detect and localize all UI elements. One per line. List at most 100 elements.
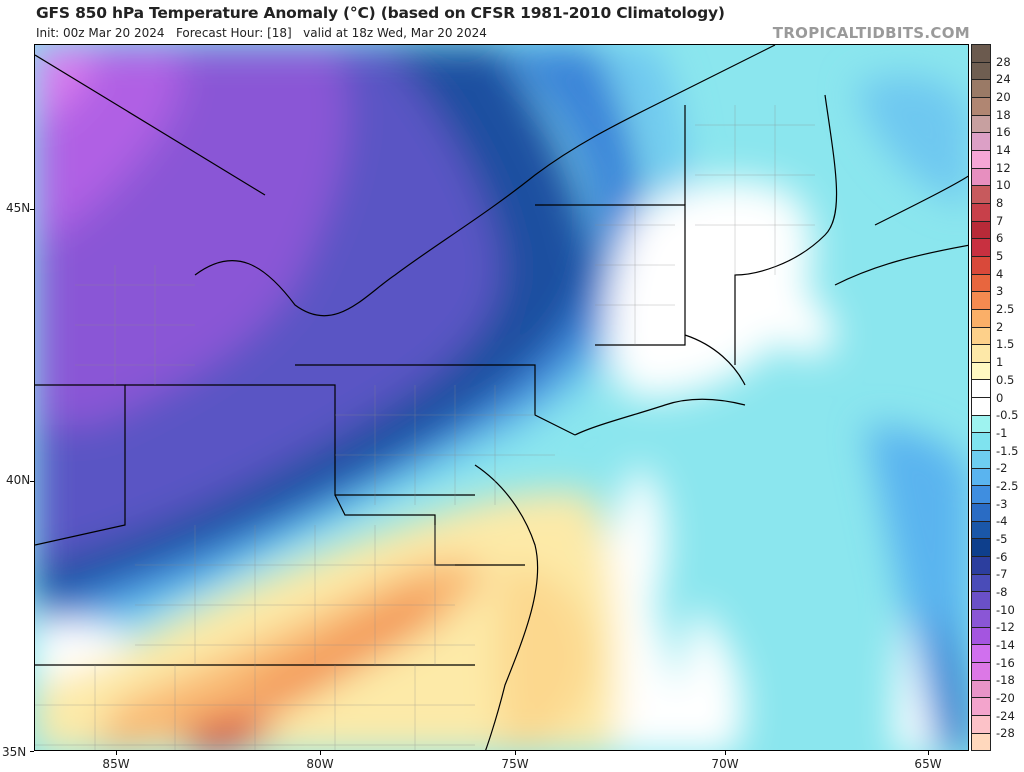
lon-label-75w: 75W: [501, 757, 529, 771]
colorbar-label: -6: [996, 549, 1008, 564]
colorbar-segment: [972, 150, 990, 169]
colorbar-segment: [972, 521, 990, 540]
colorbar-segment: [972, 292, 990, 310]
lon-tick-70w: [725, 751, 726, 755]
colorbar-segment: [972, 610, 990, 628]
colorbar-label: -20: [996, 690, 1015, 705]
colorbar-segment: [972, 592, 990, 610]
colorbar-segment: [972, 715, 990, 734]
brand-watermark: TROPICALTIDBITS.COM: [772, 24, 970, 42]
lon-tick-75w: [515, 751, 516, 755]
colorbar-segment: [972, 80, 990, 98]
chart-subtitle: Init: 00z Mar 20 2024 Forecast Hour: [18…: [36, 26, 487, 40]
colorbar-label: 8: [996, 196, 1004, 211]
lat-tick-35n: [30, 751, 34, 752]
colorbar-label: -7: [996, 567, 1008, 582]
colorbar-label: -3: [996, 496, 1008, 511]
colorbar-segment: [972, 557, 990, 575]
colorbar-label: -14: [996, 637, 1015, 652]
colorbar-label: 20: [996, 90, 1011, 105]
lon-label-65w: 65W: [914, 757, 942, 771]
colorbar-label: 16: [996, 125, 1011, 140]
colorbar-label: 0: [996, 390, 1004, 405]
colorbar-segment: [972, 398, 990, 416]
lat-label-45n: 45N: [6, 201, 31, 215]
colorbar-label: 6: [996, 231, 1004, 246]
colorbar-segment: [972, 451, 990, 469]
lon-label-80w: 80W: [306, 757, 334, 771]
colorbar-segment: [972, 345, 990, 363]
colorbar-segment: [972, 327, 990, 346]
colorbar-label: 3: [996, 284, 1004, 299]
colorbar-label: 14: [996, 143, 1011, 158]
colorbar-segment: [972, 186, 990, 204]
colorbar-label: 12: [996, 160, 1011, 175]
colorbar-label: 4: [996, 266, 1004, 281]
colorbar-label: -1.5: [996, 443, 1019, 458]
colorbar-label: -24: [996, 708, 1015, 723]
lat-label-40n: 40N: [6, 473, 31, 487]
colorbar-label: 24: [996, 72, 1011, 87]
colorbar-label: -2.5: [996, 478, 1019, 493]
colorbar-segment: [972, 645, 990, 663]
colorbar-segment: [972, 362, 990, 381]
colorbar-segment: [972, 133, 990, 151]
colorbar-segment: [972, 468, 990, 487]
colorbar-segment: [972, 504, 990, 522]
colorbar-segment: [972, 486, 990, 505]
colorbar-label: 1.5: [996, 337, 1015, 352]
colorbar-label: 18: [996, 107, 1011, 122]
colorbar-segment: [972, 274, 990, 293]
colorbar-label: -28: [996, 726, 1015, 741]
lon-tick-80w: [320, 751, 321, 755]
colorbar-segment: [972, 62, 990, 81]
colorbar-segment: [972, 203, 990, 222]
colorbar-segment: [972, 380, 990, 399]
colorbar-label: 5: [996, 249, 1004, 264]
colorbar-label: 28: [996, 54, 1011, 69]
colorbar-segment: [972, 45, 990, 63]
colorbar-label: -0.5: [996, 408, 1019, 423]
colorbar-label: -4: [996, 514, 1008, 529]
colorbar-segment: [972, 574, 990, 593]
colorbar-segment: [972, 698, 990, 716]
lat-tick-45n: [30, 209, 34, 210]
colorbar-segment: [972, 433, 990, 452]
colorbar-label: -16: [996, 655, 1015, 670]
colorbar-label: -12: [996, 620, 1015, 635]
colorbar-segment: [972, 680, 990, 699]
anomaly-map: [34, 44, 969, 751]
colorbar: [971, 44, 991, 751]
lon-label-85w: 85W: [102, 757, 130, 771]
colorbar-label: 7: [996, 213, 1004, 228]
colorbar-segment: [972, 115, 990, 134]
colorbar-segment: [972, 415, 990, 434]
colorbar-label: -8: [996, 584, 1008, 599]
colorbar-segment: [972, 168, 990, 187]
lon-label-70w: 70W: [711, 757, 739, 771]
colorbar-segment: [972, 221, 990, 240]
colorbar-label: 2.5: [996, 302, 1015, 317]
colorbar-label: -5: [996, 531, 1008, 546]
colorbar-segment: [972, 256, 990, 275]
chart-title: GFS 850 hPa Temperature Anomaly (°C) (ba…: [36, 4, 725, 22]
colorbar-label: -1: [996, 425, 1008, 440]
lat-tick-40n: [30, 481, 34, 482]
colorbar-segment: [972, 733, 990, 751]
colorbar-label: -2: [996, 461, 1008, 476]
colorbar-label: -10: [996, 602, 1015, 617]
colorbar-segment: [972, 97, 990, 116]
lat-label-35n: 35N: [2, 745, 27, 759]
map-canvas: [35, 45, 968, 750]
colorbar-segment: [972, 662, 990, 681]
colorbar-segment: [972, 627, 990, 646]
colorbar-segment: [972, 239, 990, 257]
colorbar-segment: [972, 539, 990, 558]
colorbar-label: 2: [996, 319, 1004, 334]
colorbar-label: -18: [996, 673, 1015, 688]
colorbar-label: 10: [996, 178, 1011, 193]
lon-tick-65w: [928, 751, 929, 755]
colorbar-segment: [972, 309, 990, 328]
lon-tick-85w: [116, 751, 117, 755]
colorbar-label: 0.5: [996, 372, 1015, 387]
